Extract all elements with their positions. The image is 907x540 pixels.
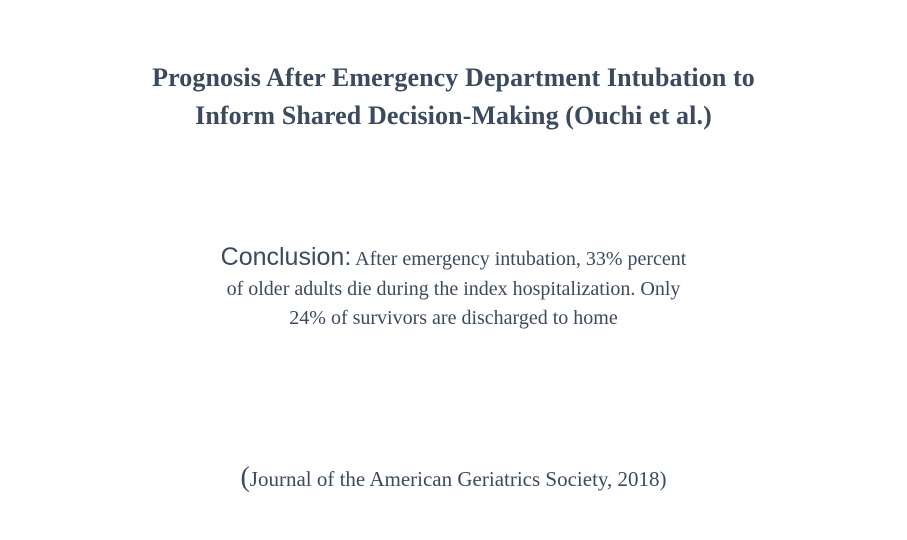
conclusion-line-3: 24% of survivors are discharged to home [289, 307, 618, 329]
citation: (Journal of the American Geriatrics Soci… [0, 460, 907, 497]
conclusion-line-1: Conclusion: After emergency intubation, … [0, 240, 907, 276]
conclusion-text-1: After emergency intubation, 33% percent [351, 248, 687, 270]
citation-open-paren: ( [240, 462, 250, 493]
title-line-2: Inform Shared Decision-Making (Ouchi et … [195, 101, 712, 130]
citation-text: Journal of the American Geriatrics Socie… [249, 467, 667, 491]
title-line-1: Prognosis After Emergency Department Int… [152, 63, 755, 92]
conclusion-line-2: of older adults die during the index hos… [226, 278, 681, 300]
conclusion-label: Conclusion: [220, 243, 352, 271]
